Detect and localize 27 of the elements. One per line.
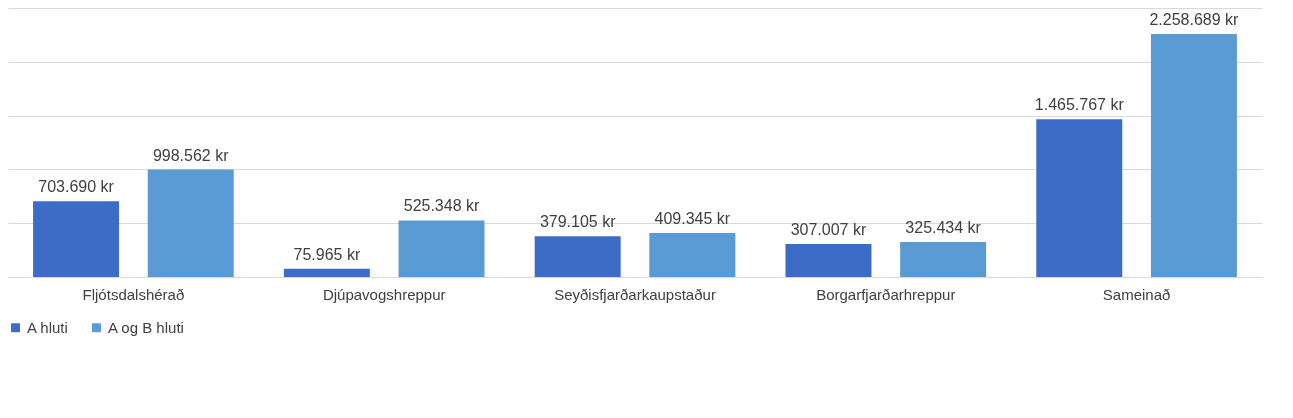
x-tick-label: Borgarfjarðarhreppur — [816, 285, 956, 303]
data-label: 409.345 kr — [654, 209, 731, 227]
bar — [33, 201, 120, 277]
data-label: 307.007 kr — [790, 220, 867, 238]
data-label: 2.258.689 kr — [1149, 10, 1240, 28]
data-label: 998.562 kr — [152, 146, 230, 164]
x-tick-label: Fljótsdalshérað — [82, 285, 185, 303]
bar — [900, 241, 987, 277]
bar — [534, 236, 621, 277]
data-label: 75.965 kr — [293, 245, 361, 263]
legend-label: A og B hluti — [108, 318, 184, 336]
bar — [398, 220, 485, 277]
data-label: 525.348 kr — [403, 197, 480, 215]
bar — [283, 268, 370, 277]
bar — [649, 232, 736, 277]
data-label: 1.465.767 kr — [1034, 96, 1125, 114]
bar — [147, 169, 234, 277]
x-tick-label: Djúpavogshreppur — [322, 285, 446, 303]
legend-label: A hluti — [27, 318, 68, 336]
bar — [1036, 119, 1123, 277]
bar — [1150, 33, 1237, 277]
data-label: 379.105 kr — [539, 213, 617, 231]
x-tick-label: Seyðisfjarðarkaupstaður — [554, 285, 716, 303]
data-label: 703.690 kr — [38, 178, 115, 196]
data-label: 325.434 kr — [905, 218, 982, 236]
x-tick-label: Sameinað — [1102, 285, 1171, 303]
bar — [785, 243, 872, 277]
